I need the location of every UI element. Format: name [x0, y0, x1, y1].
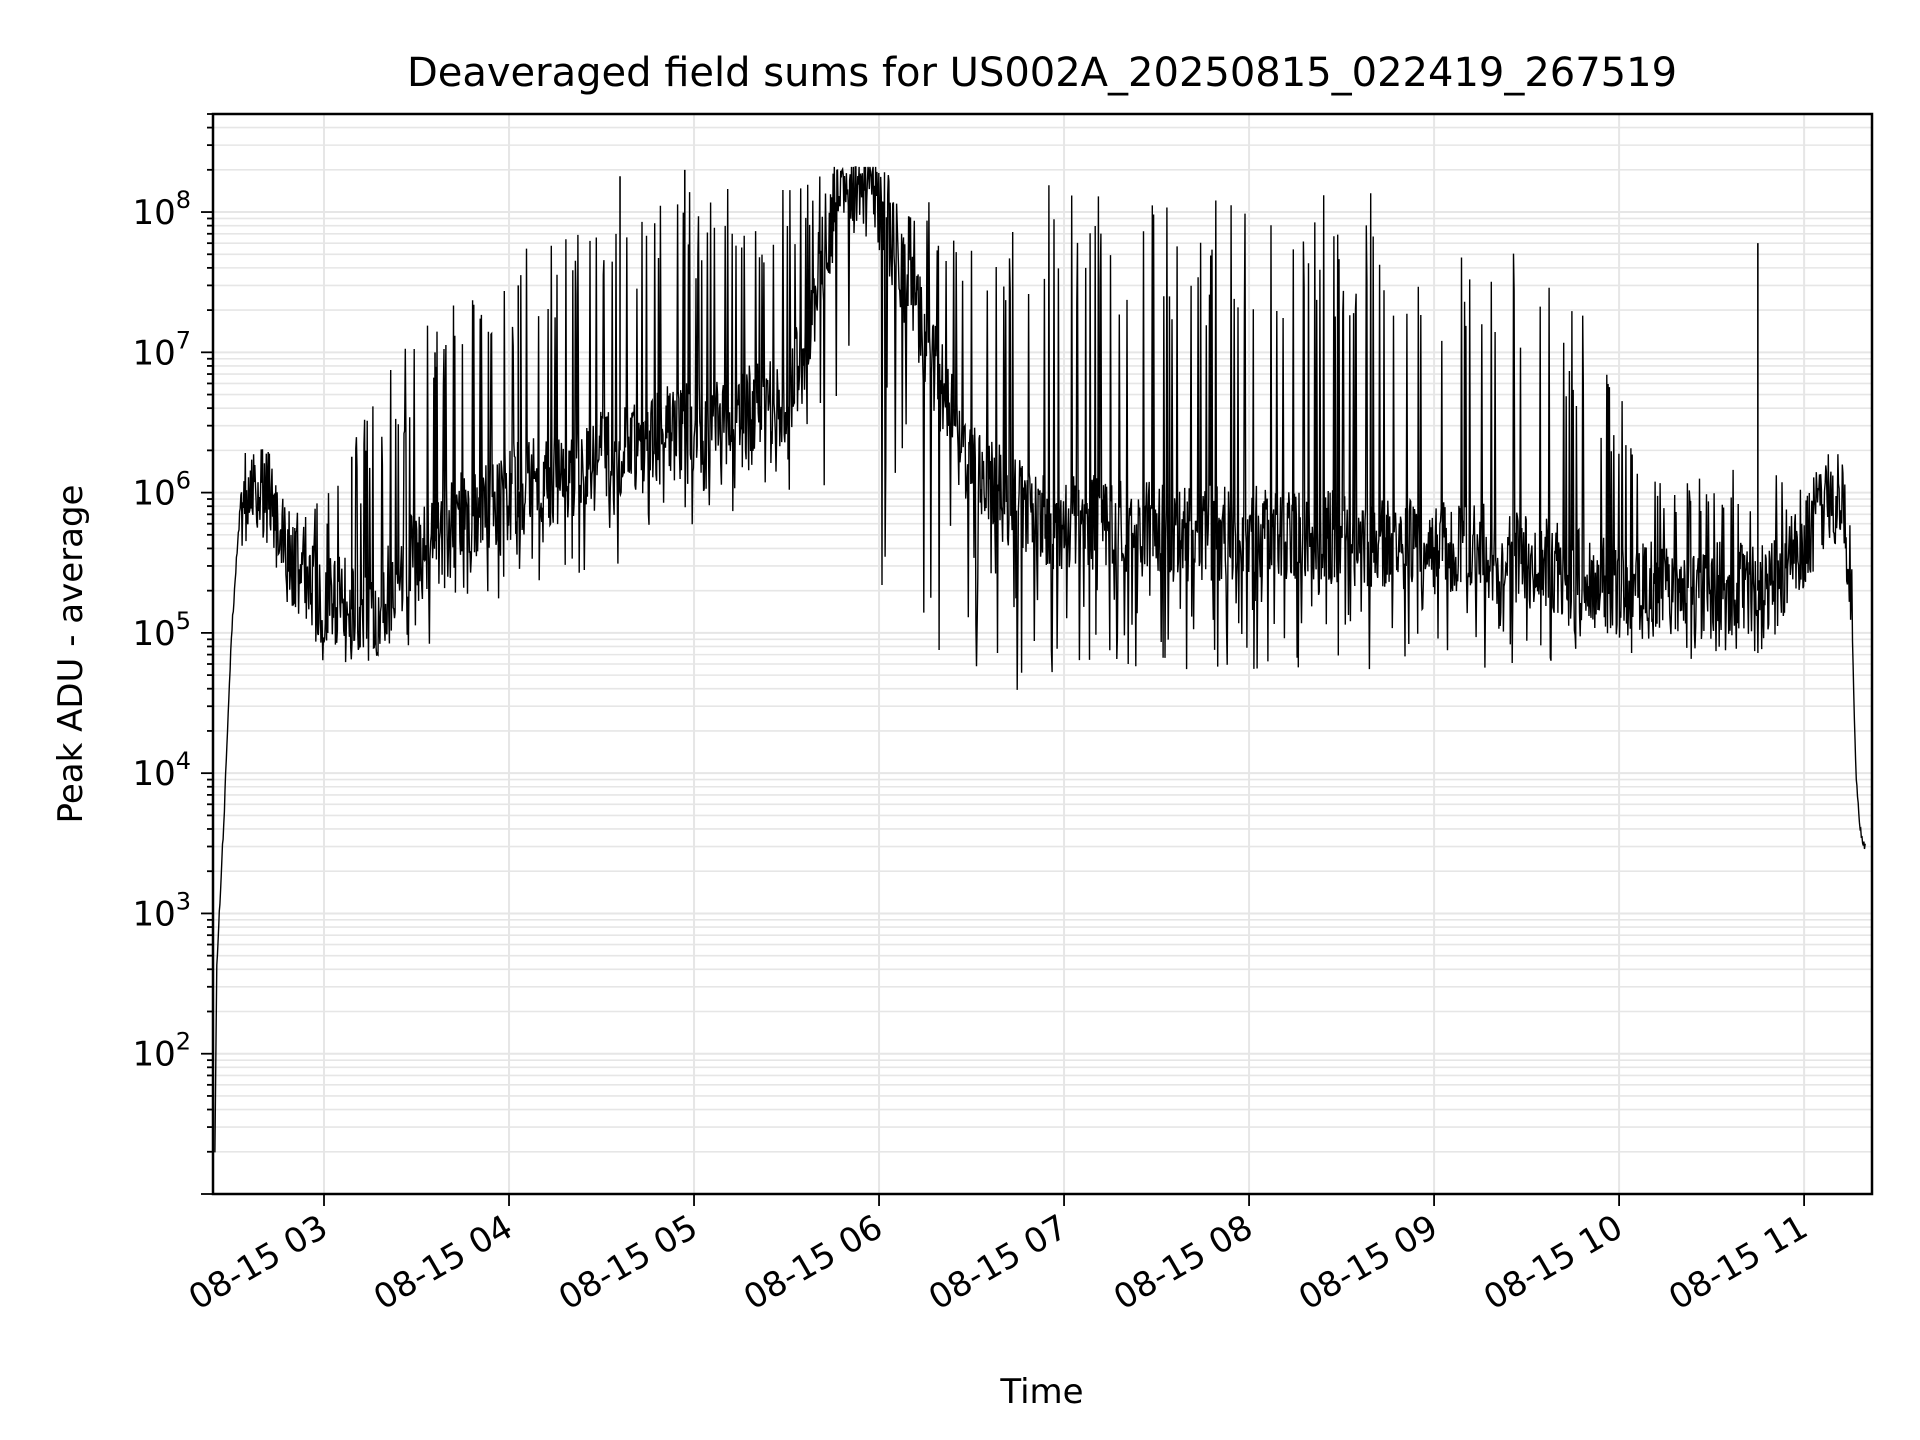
data-layer [214, 166, 1866, 1153]
y-tick-label: 105 [132, 607, 191, 654]
x-tick-label: 08-15 10 [1477, 1207, 1629, 1318]
series-line [214, 166, 1866, 1153]
y-tick-label: 103 [132, 887, 191, 934]
x-tick-label: 08-15 07 [922, 1207, 1074, 1318]
grid-layer [213, 113, 1872, 1195]
y-tick-label: 102 [132, 1028, 191, 1075]
x-tick-label: 08-15 04 [367, 1207, 519, 1318]
y-axis-label: Peak ADU - average [51, 485, 91, 824]
x-tick-label: 08-15 03 [182, 1207, 334, 1318]
y-tick-label: 107 [132, 326, 191, 373]
x-tick-label: 08-15 08 [1107, 1207, 1259, 1318]
x-tick-label: 08-15 06 [737, 1207, 889, 1318]
y-tick-label: 106 [132, 467, 191, 514]
x-axis-label: Time [999, 1372, 1083, 1412]
y-tick-label: 108 [132, 186, 191, 233]
x-tick-label: 08-15 05 [552, 1207, 704, 1318]
x-tick-label: 08-15 09 [1292, 1207, 1444, 1318]
x-tick-label: 08-15 11 [1662, 1207, 1814, 1318]
chart-title: Deaveraged field sums for US002A_2025081… [407, 50, 1677, 96]
y-tick-label: 104 [132, 747, 191, 794]
tick-layer: 08-15 03 08-15 04 08-15 05 08-15 06 08-15 07… [132, 113, 1815, 1318]
